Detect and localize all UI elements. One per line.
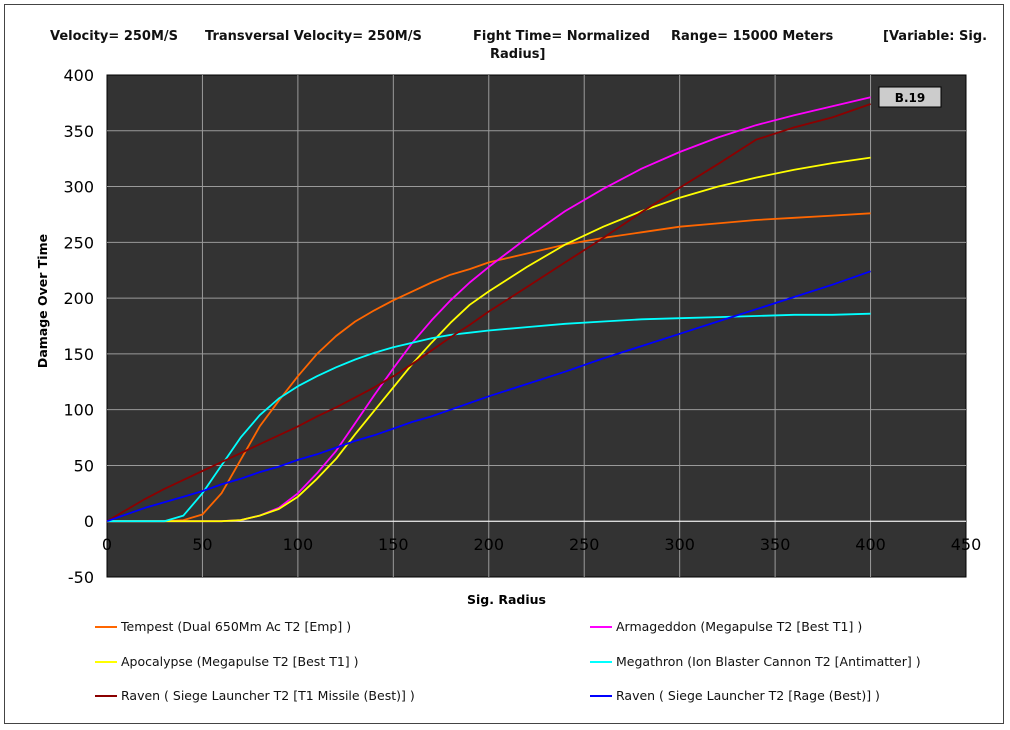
variable-label: [Variable: Sig. [883,29,988,44]
y-tick-label: 250 [63,233,94,252]
y-tick-label: 100 [63,401,94,420]
annotation-text: B.19 [895,91,925,105]
y-tick-label: 50 [74,456,94,475]
legend-swatch [590,694,612,697]
legend-swatch [95,660,117,663]
x-tick-labels: 0 50 100 150 200 250 300 350 400 450 [102,535,981,554]
legend-label: Tempest (Dual 650Mm Ac T2 [Emp] ) [121,619,352,634]
annotation-box: B.19 [878,86,942,108]
x-tick-label: 0 [102,535,112,554]
y-tick-label: 350 [63,122,94,141]
series-line-5 [106,103,871,522]
y-tick-label: -50 [68,568,94,587]
series-lines [106,96,871,523]
x-tick-label: 50 [192,535,212,554]
legend-item: Raven ( Siege Launcher T2 [Rage (Best)] … [590,688,880,703]
y-tick-label: 400 [63,66,94,85]
legend-swatch [95,694,117,697]
legend-item: Megathron (Ion Blaster Cannon T2 [Antima… [590,654,921,669]
x-tick-label: 350 [760,535,791,554]
legend-label: Armageddon (Megapulse T2 [Best T1] ) [616,619,863,634]
legend-label: Raven ( Siege Launcher T2 [T1 Missile (B… [121,688,415,703]
legend-item: Tempest (Dual 650Mm Ac T2 [Emp] ) [95,619,351,634]
legend-item: Apocalypse (Megapulse T2 [Best T1] ) [95,654,359,669]
x-tick-label: 100 [283,535,314,554]
legend-item: Armageddon (Megapulse T2 [Best T1] ) [590,619,862,634]
legend-swatch [95,625,117,628]
series-line-1 [107,212,871,523]
y-axis-label: Damage Over Time [35,234,50,368]
x-axis-label: Sig. Radius [467,592,546,607]
y-tick-label: 300 [63,178,94,197]
y-tick-label: 200 [63,289,94,308]
y-tick-label: 150 [63,345,94,364]
x-tick-label: 200 [474,535,505,554]
legend-swatch [590,625,612,628]
x-tick-label: 450 [951,535,982,554]
legend-label: Raven ( Siege Launcher T2 [Rage (Best)] … [616,688,880,703]
x-tick-label: 250 [569,535,600,554]
fight-time-label: Fight Time= Normalized [473,29,650,44]
legend-label: Apocalypse (Megapulse T2 [Best T1] ) [121,654,359,669]
grid-lines [107,75,966,577]
y-tick-labels: -50 0 50 100 150 200 250 300 350 400 [63,66,94,587]
series-line-4 [107,312,871,523]
x-tick-label: 150 [378,535,409,554]
transversal-velocity-label: Transversal Velocity= 250M/S [205,29,422,44]
legend-item: Raven ( Siege Launcher T2 [T1 Missile (B… [95,688,415,703]
range-label: Range= 15000 Meters [671,29,834,44]
y-tick-label: 0 [84,512,94,531]
legend-label: Megathron (Ion Blaster Cannon T2 [Antima… [616,654,921,669]
series-line-6 [106,270,871,523]
velocity-label: Velocity= 250M/S [50,29,179,44]
legend-swatch [590,660,612,663]
series-line-3 [107,156,871,523]
x-tick-label: 300 [664,535,695,554]
x-tick-label: 400 [855,535,886,554]
fight-time-label-cont: Radius] [490,47,546,62]
